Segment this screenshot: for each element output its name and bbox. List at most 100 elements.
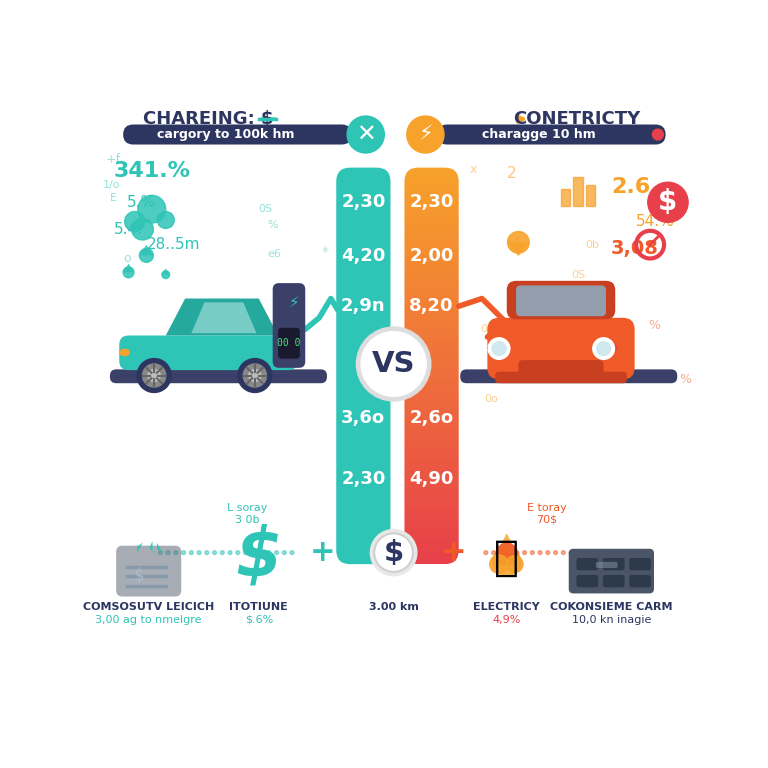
Text: %: % <box>679 373 691 386</box>
Circle shape <box>290 551 294 554</box>
Polygon shape <box>157 543 163 553</box>
Circle shape <box>123 267 134 278</box>
Circle shape <box>213 551 217 554</box>
Text: 2,6o: 2,6o <box>409 409 454 427</box>
Text: E toray
70$: E toray 70$ <box>527 503 567 525</box>
Text: cargory to 100k hm: cargory to 100k hm <box>157 128 295 141</box>
Circle shape <box>283 551 286 554</box>
Text: 🔥: 🔥 <box>495 537 519 579</box>
Text: VS: VS <box>372 350 415 378</box>
Circle shape <box>228 551 232 554</box>
Circle shape <box>162 271 170 279</box>
Text: x: x <box>470 163 477 176</box>
Text: ⚡: ⚡ <box>289 295 300 310</box>
Polygon shape <box>123 263 134 273</box>
Circle shape <box>592 551 596 554</box>
Text: 2.6: 2.6 <box>611 177 650 197</box>
Circle shape <box>493 548 521 576</box>
Text: 2,30: 2,30 <box>341 471 386 488</box>
Text: $: $ <box>134 567 144 584</box>
Text: COMSOSUTV LEICICH: COMSOSUTV LEICICH <box>83 601 214 611</box>
Text: L soray
3 0b: L soray 3 0b <box>227 503 267 525</box>
Text: 28..5m: 28..5m <box>147 237 200 252</box>
Circle shape <box>347 116 384 153</box>
FancyBboxPatch shape <box>629 558 651 571</box>
FancyBboxPatch shape <box>577 558 598 571</box>
Polygon shape <box>609 337 618 356</box>
FancyBboxPatch shape <box>518 360 604 376</box>
FancyBboxPatch shape <box>116 546 181 597</box>
Polygon shape <box>166 299 278 336</box>
Text: x: x <box>513 234 521 247</box>
FancyBboxPatch shape <box>460 369 677 383</box>
Text: 4,9%: 4,9% <box>492 614 521 624</box>
FancyBboxPatch shape <box>437 124 666 144</box>
Circle shape <box>546 551 550 554</box>
Circle shape <box>616 551 620 554</box>
FancyBboxPatch shape <box>507 281 615 319</box>
Text: 341.%: 341.% <box>114 161 190 181</box>
Circle shape <box>561 551 565 554</box>
Circle shape <box>608 551 612 554</box>
Ellipse shape <box>120 349 129 356</box>
Bar <box>586 184 595 206</box>
Text: 3,6o: 3,6o <box>341 409 386 427</box>
Circle shape <box>124 211 145 231</box>
Circle shape <box>597 342 611 356</box>
Circle shape <box>496 544 518 565</box>
Text: +f: +f <box>105 154 121 167</box>
Text: $: $ <box>236 524 282 590</box>
Circle shape <box>492 342 506 356</box>
Circle shape <box>220 551 224 554</box>
FancyBboxPatch shape <box>577 575 598 588</box>
Circle shape <box>174 551 177 554</box>
Bar <box>574 177 583 206</box>
Circle shape <box>243 551 247 554</box>
FancyBboxPatch shape <box>336 167 390 564</box>
Text: 0o: 0o <box>481 324 495 334</box>
Text: 0b: 0b <box>585 240 599 250</box>
Circle shape <box>356 327 431 401</box>
Circle shape <box>577 551 581 554</box>
Circle shape <box>205 551 209 554</box>
Text: charagge 10 hm: charagge 10 hm <box>482 128 596 141</box>
Polygon shape <box>150 541 153 553</box>
Circle shape <box>137 359 171 392</box>
Text: 0o: 0o <box>485 394 498 404</box>
Circle shape <box>243 364 266 387</box>
Text: o: o <box>123 252 131 265</box>
Circle shape <box>370 529 417 576</box>
Polygon shape <box>495 533 519 557</box>
Circle shape <box>569 551 573 554</box>
Text: $: $ <box>383 538 404 567</box>
FancyBboxPatch shape <box>273 283 305 368</box>
Circle shape <box>488 338 510 359</box>
Circle shape <box>148 369 161 382</box>
Text: +: + <box>442 538 467 567</box>
Circle shape <box>190 551 194 554</box>
Text: ELECTRICY: ELECTRICY <box>473 601 540 611</box>
Circle shape <box>158 551 162 554</box>
Circle shape <box>275 551 279 554</box>
FancyBboxPatch shape <box>603 575 624 588</box>
FancyBboxPatch shape <box>123 124 352 144</box>
Polygon shape <box>137 543 143 553</box>
FancyBboxPatch shape <box>110 369 327 383</box>
Text: 3.00 km: 3.00 km <box>369 601 419 611</box>
FancyBboxPatch shape <box>516 286 606 316</box>
Text: 2: 2 <box>508 167 517 181</box>
FancyBboxPatch shape <box>596 562 617 568</box>
Circle shape <box>499 551 503 554</box>
FancyBboxPatch shape <box>569 549 654 594</box>
Text: ITOTIUNE: ITOTIUNE <box>230 601 288 611</box>
Text: 4,20: 4,20 <box>341 247 386 265</box>
Polygon shape <box>508 243 529 257</box>
Circle shape <box>236 551 240 554</box>
Circle shape <box>515 551 518 554</box>
Circle shape <box>267 551 271 554</box>
Circle shape <box>490 555 508 574</box>
Circle shape <box>238 359 272 392</box>
FancyBboxPatch shape <box>119 336 297 370</box>
Circle shape <box>538 551 542 554</box>
Text: 4,90: 4,90 <box>409 471 454 488</box>
